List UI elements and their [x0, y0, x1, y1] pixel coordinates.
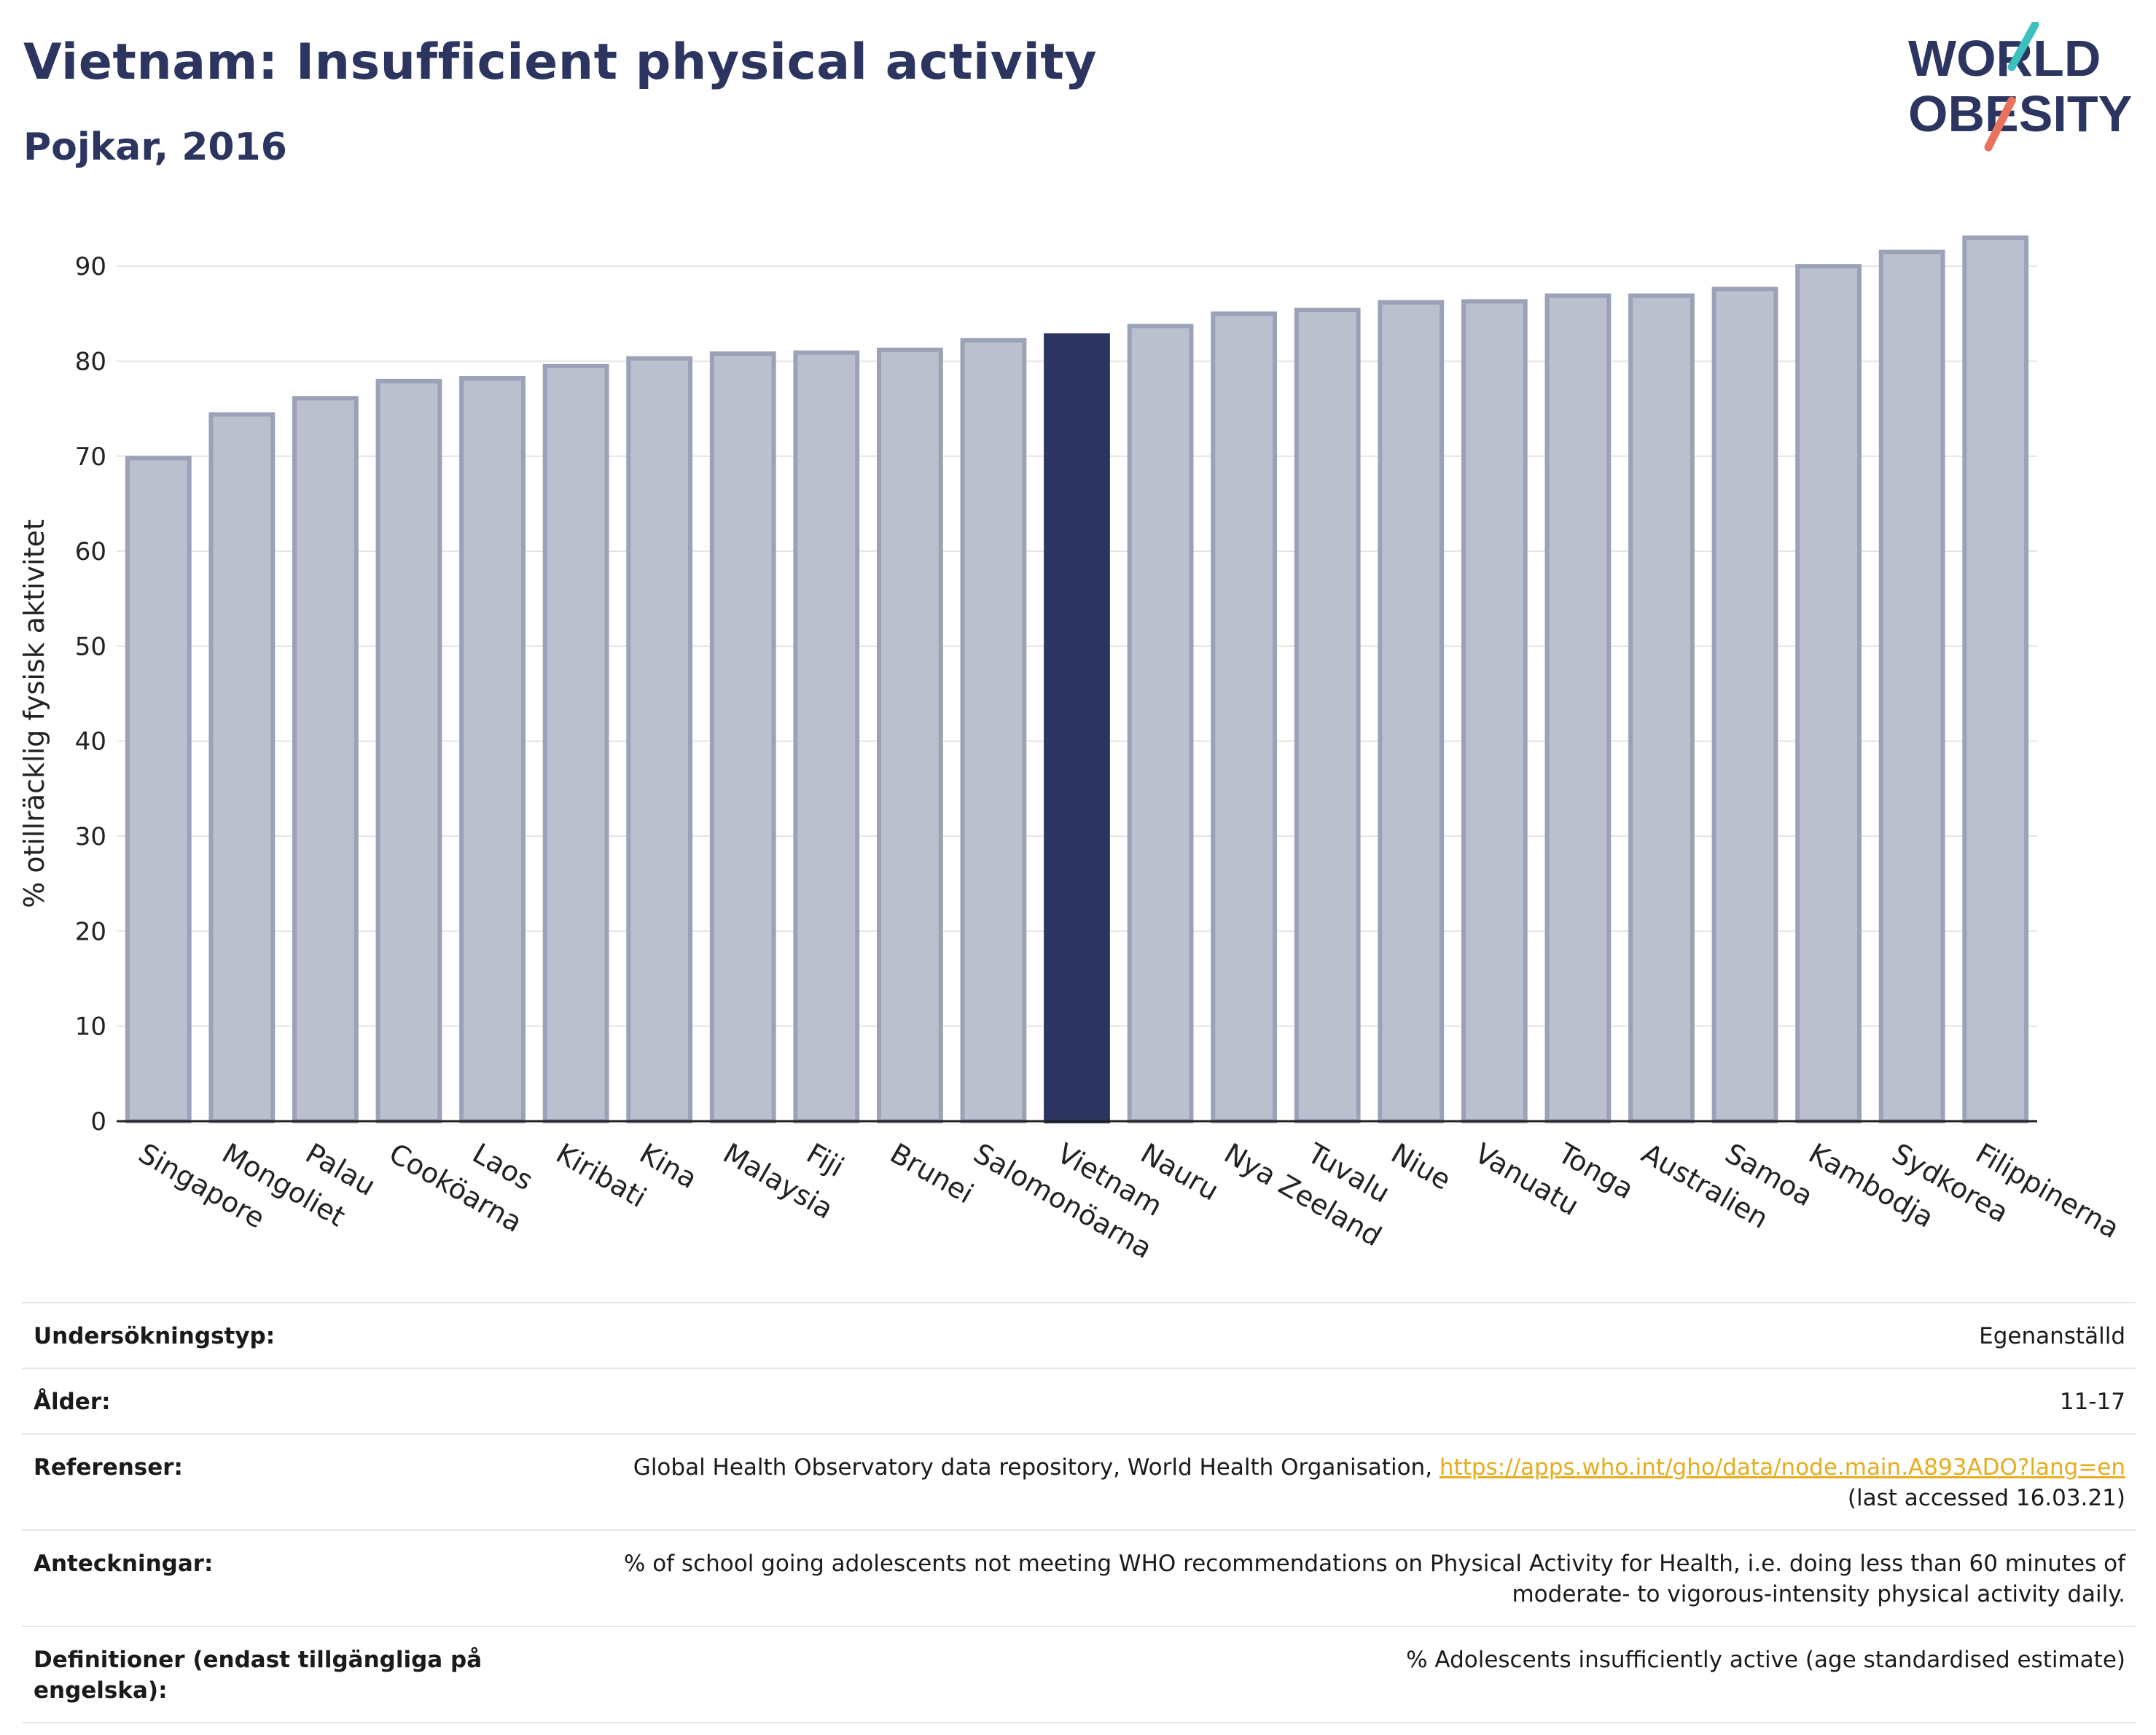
logo-line1: WORLD	[1908, 30, 2101, 87]
bar-australien	[1628, 293, 1695, 1123]
y-tick-label: 40	[75, 728, 106, 757]
bar-fiji	[793, 350, 860, 1124]
meta-key: Definitioner (endast tillgängliga på eng…	[34, 1647, 483, 1704]
meta-row-age: Ålder: 11-17	[22, 1368, 2136, 1434]
meta-value: % of school going adolescents not meetin…	[623, 1551, 2125, 1607]
bar-chart: 0 10 20 30 40 50 60 70 80 90 SingaporeMongolietPa…	[18, 235, 2125, 1265]
y-tick-label: 60	[75, 537, 106, 566]
bar-mongoliet	[208, 412, 276, 1123]
x-tick-label: Niue	[1386, 1137, 1456, 1196]
bar-laos	[459, 375, 526, 1123]
meta-value: Global Health Observatory data repositor…	[496, 1434, 2136, 1530]
meta-value: % Adolescents insufficiently active (age…	[1406, 1647, 2125, 1673]
meta-row-survey-type: Undersökningstyp: Egenanställd	[22, 1303, 2136, 1368]
bar-filippinerna	[1962, 235, 2029, 1124]
bar-sydkorea	[1878, 249, 1945, 1124]
reference-text: Global Health Observatory data repositor…	[633, 1454, 1440, 1481]
bar-kambodja	[1795, 264, 1862, 1124]
bar-samoa	[1711, 286, 1778, 1123]
x-tick-label: Brunei	[885, 1137, 979, 1210]
bar-cooköarna	[375, 378, 442, 1123]
bar-singapore	[125, 456, 192, 1123]
meta-row-notes: Anteckningar: % of school going adolesce…	[22, 1530, 2136, 1626]
y-axis-ticks: 0 10 20 30 40 50 60 70 80 90	[75, 252, 106, 1136]
reference-link[interactable]: https://apps.who.int/gho/data/node.main.…	[1439, 1454, 2125, 1481]
bar-brunei	[876, 347, 943, 1123]
meta-row-definitions: Definitioner (endast tillgängliga på eng…	[22, 1626, 2136, 1723]
bar-nauru	[1127, 324, 1194, 1123]
chart-subtitle: Pojkar, 2016	[23, 125, 287, 169]
meta-row-references: Referenser: Global Health Observatory da…	[22, 1434, 2136, 1530]
bars	[125, 235, 2029, 1124]
bar-kiribati	[542, 363, 609, 1123]
y-tick-label: 50	[75, 632, 106, 661]
y-tick-label: 10	[75, 1013, 106, 1042]
y-tick-label: 20	[75, 917, 106, 946]
logo-slash-teal	[2007, 22, 2039, 71]
meta-key: Anteckningar:	[34, 1551, 214, 1577]
bar-niue	[1378, 300, 1445, 1124]
world-obesity-logo: WORLD OBESITY	[1908, 22, 2132, 152]
x-tick-label: Kiribati	[551, 1137, 652, 1214]
logo-line2: OBESITY	[1908, 85, 2132, 142]
reference-suffix: (last accessed 16.03.21)	[1847, 1485, 2125, 1511]
y-tick-label: 90	[75, 252, 106, 281]
meta-key: Ålder:	[34, 1389, 111, 1415]
bar-kina	[626, 356, 693, 1123]
bar-nya-zeeland	[1211, 311, 1278, 1123]
logo-slash-coral	[1984, 96, 2016, 152]
meta-value: Egenanställd	[1979, 1323, 2125, 1349]
chart-title: Vietnam: Insufficient physical activity	[23, 34, 1098, 91]
bar-tonga	[1544, 293, 1612, 1123]
meta-key: Undersökningstyp:	[34, 1323, 276, 1349]
meta-value: 11-17	[2059, 1389, 2125, 1415]
meta-key: Referenser:	[34, 1454, 183, 1481]
x-tick-label: Fiji	[801, 1137, 849, 1183]
bar-palau	[292, 396, 359, 1123]
bar-vanuatu	[1461, 299, 1528, 1123]
y-tick-label: 80	[75, 347, 106, 376]
y-tick-label: 30	[75, 822, 106, 851]
y-tick-label: 70	[75, 442, 106, 472]
y-axis-label: % otillräcklig fysisk aktivitet	[18, 519, 50, 908]
bar-vietnam	[1044, 333, 1110, 1123]
metadata-table: Undersökningstyp: Egenanställd Ålder: 11…	[22, 1302, 2136, 1723]
bar-tuvalu	[1294, 308, 1361, 1123]
bar-salomonöarna	[960, 338, 1027, 1123]
y-tick-label: 0	[90, 1107, 106, 1136]
bar-malaysia	[709, 351, 776, 1123]
